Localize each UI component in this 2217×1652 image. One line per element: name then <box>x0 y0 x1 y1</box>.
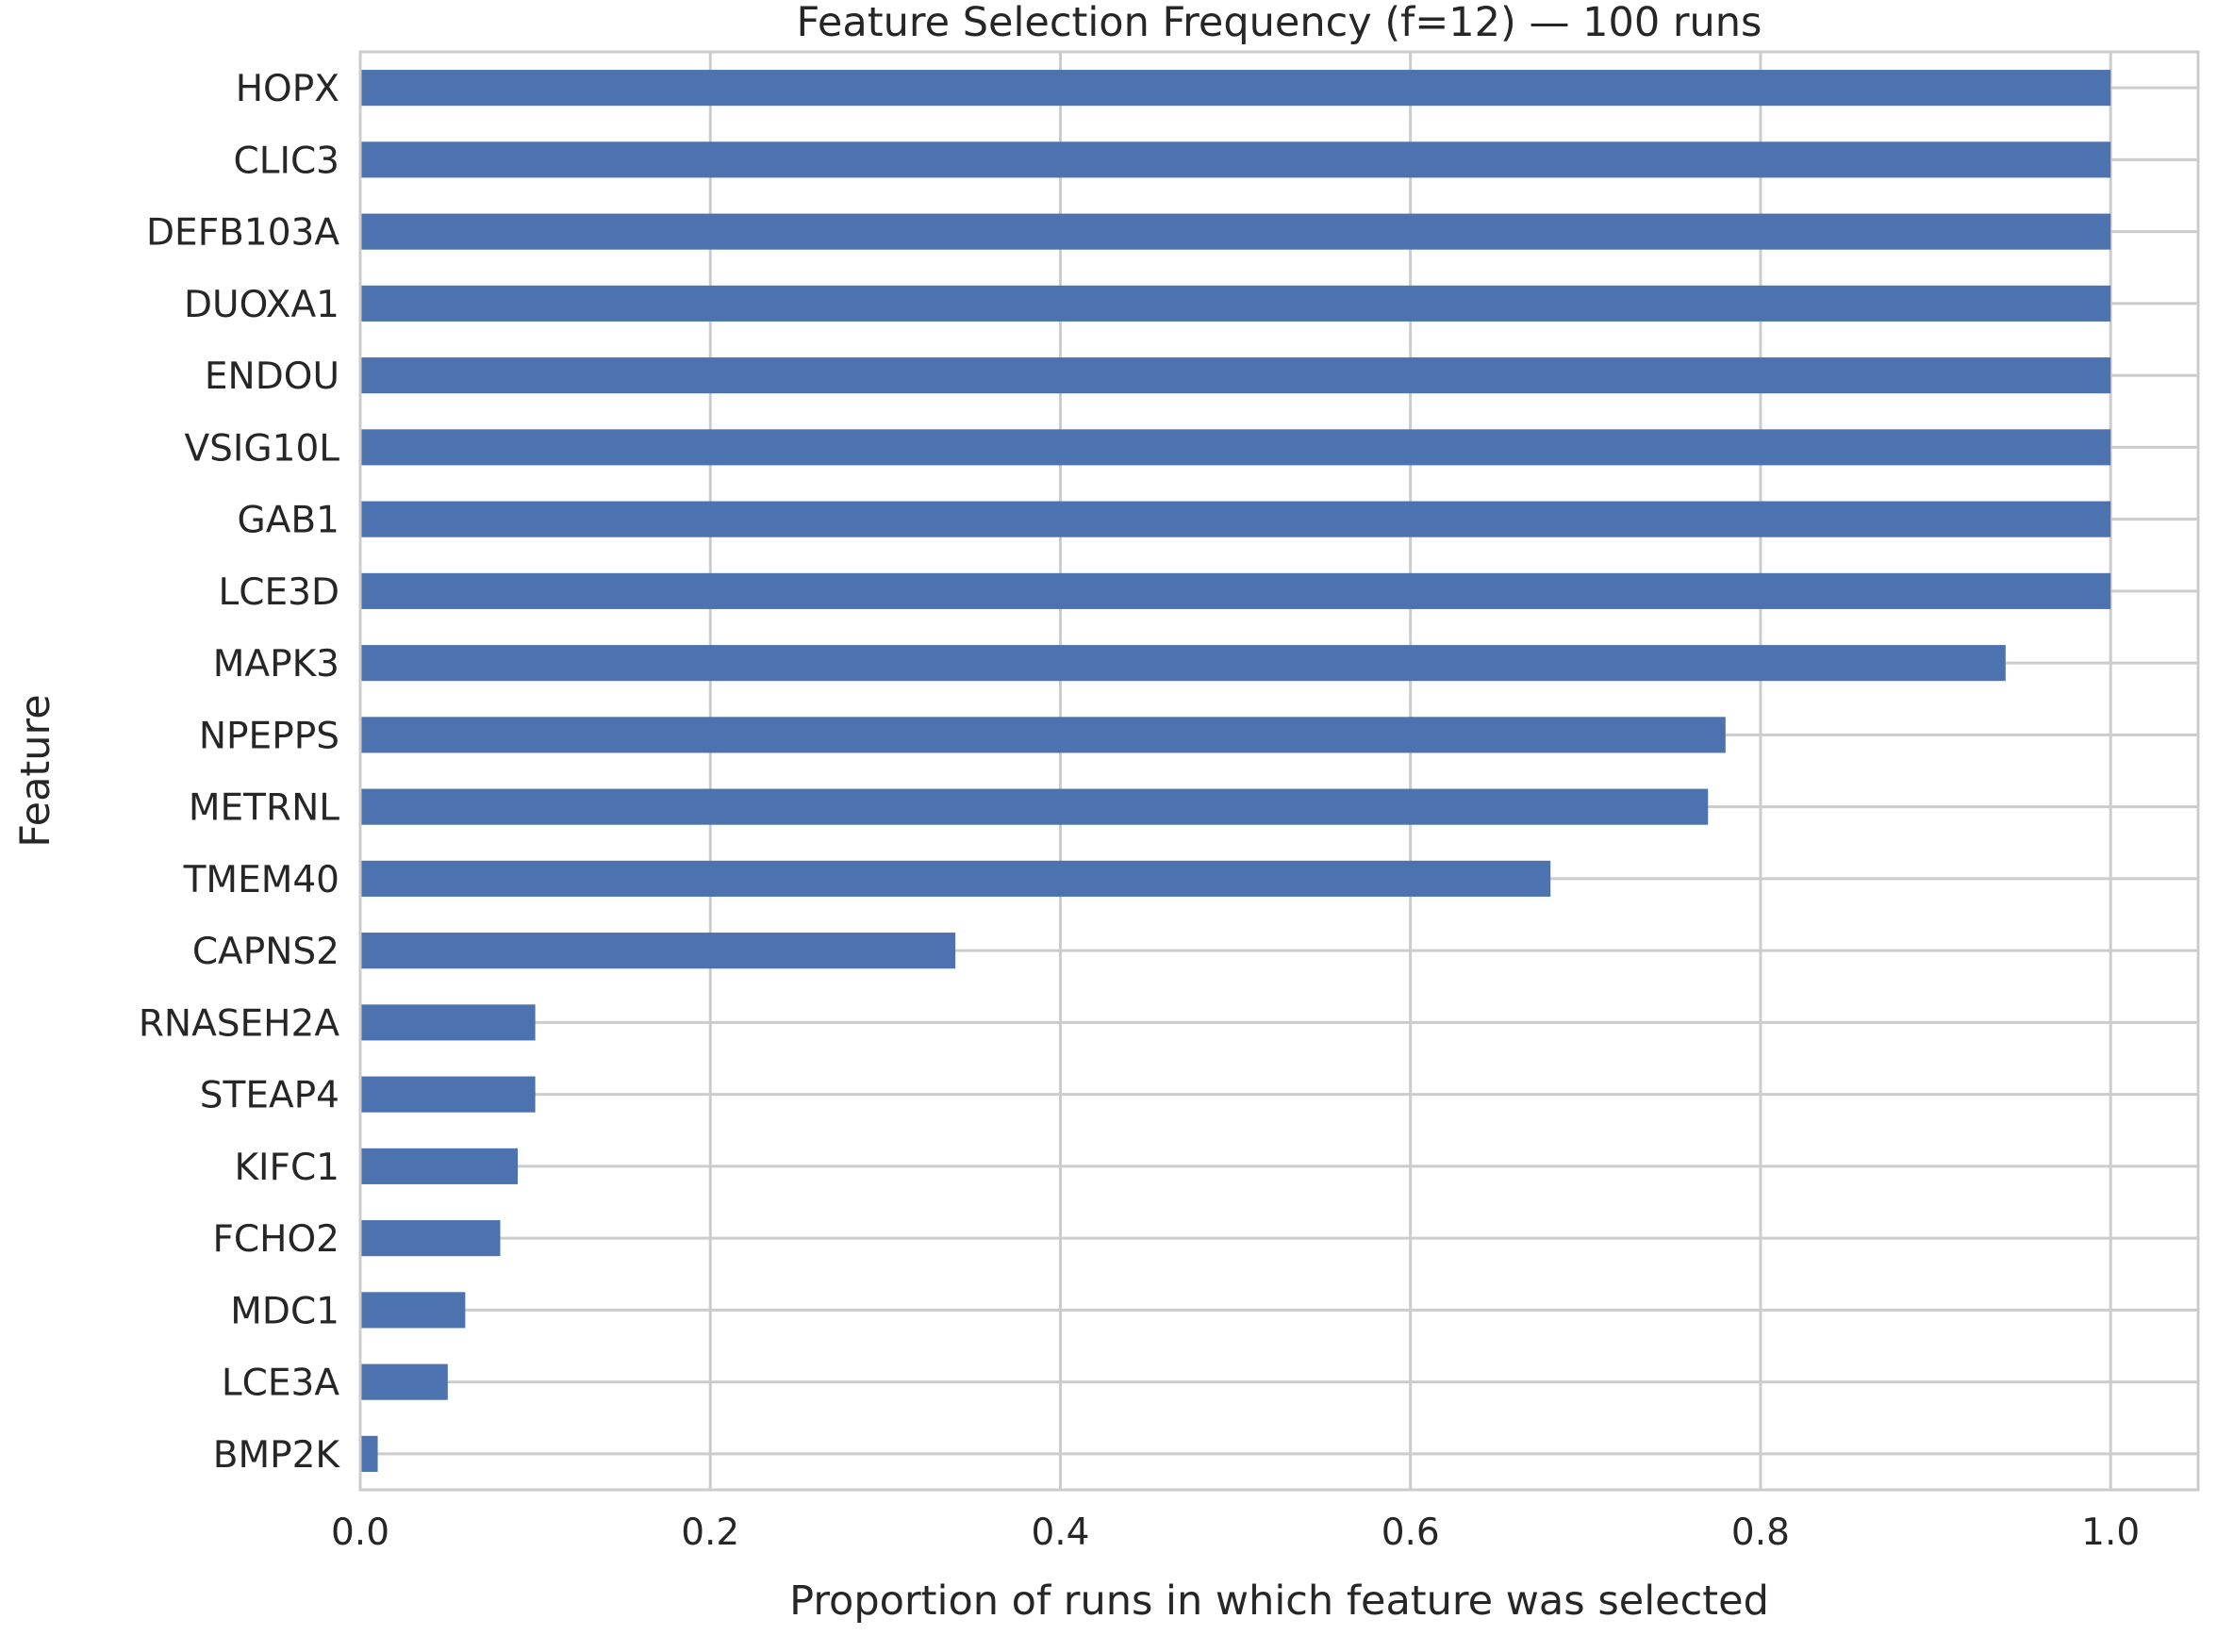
bar-defb103a <box>360 213 2111 250</box>
category-label: KIFC1 <box>234 1147 339 1189</box>
x-tick-label: 0.4 <box>1031 1512 1089 1554</box>
x-tick-label: 0.0 <box>331 1512 389 1554</box>
bar-mdc1 <box>360 1292 466 1329</box>
bar-rnaseh2a <box>360 1004 536 1041</box>
category-label: METRNL <box>189 787 339 830</box>
bar-lce3a <box>360 1363 448 1400</box>
bar-mapk3 <box>360 645 2006 682</box>
bar-fcho2 <box>360 1220 501 1257</box>
category-label: RNASEH2A <box>139 1002 339 1045</box>
category-label: MDC1 <box>230 1290 339 1332</box>
bar-tmem40 <box>360 860 1551 897</box>
category-label: HOPX <box>236 68 339 110</box>
category-label: ENDOU <box>205 355 339 398</box>
bar-duoxa1 <box>360 285 2111 322</box>
category-label: CAPNS2 <box>192 931 339 973</box>
x-tick-label: 0.6 <box>1381 1512 1440 1554</box>
category-label: GAB1 <box>238 500 339 542</box>
bar-kifc1 <box>360 1148 519 1184</box>
bar-bmp2k <box>360 1435 378 1472</box>
category-label: NPEPPS <box>199 715 339 757</box>
bar-lce3d <box>360 572 2111 609</box>
bars <box>360 70 2111 1472</box>
y-axis-label: Feature <box>12 694 59 848</box>
category-label: CLIC3 <box>233 140 339 182</box>
category-label: VSIG10L <box>184 427 339 470</box>
x-tick-label: 0.2 <box>681 1512 739 1554</box>
bar-npepps <box>360 717 1726 753</box>
category-label: LCE3A <box>222 1363 339 1405</box>
category-label: MAPK3 <box>213 643 339 686</box>
category-label: TMEM40 <box>183 859 339 901</box>
category-label: DEFB103A <box>146 212 339 255</box>
bar-capns2 <box>360 933 956 969</box>
x-tick-label: 1.0 <box>2081 1512 2140 1554</box>
bar-metrnl <box>360 788 1709 825</box>
category-label: BMP2K <box>213 1434 341 1477</box>
x-tick-labels: 0.0 0.2 0.4 0.6 0.8 1.0 <box>331 1512 2140 1554</box>
bar-vsig10l <box>360 429 2111 466</box>
bar-endou <box>360 357 2111 394</box>
category-label: LCE3D <box>219 571 339 614</box>
bar-steap4 <box>360 1076 536 1113</box>
bar-gab1 <box>360 501 2111 537</box>
plot-frame <box>358 50 2200 1492</box>
bar-hopx <box>360 70 2111 107</box>
category-label: STEAP4 <box>200 1075 339 1117</box>
bar-clic3 <box>360 141 2111 178</box>
y-category-labels: HOPX CLIC3 DEFB103A DUOXA1 ENDOU VSIG10L GAB1 L… <box>139 68 341 1477</box>
category-label: FCHO2 <box>212 1218 339 1261</box>
category-label: DUOXA1 <box>184 284 339 326</box>
x-tick-label: 0.8 <box>1731 1512 1790 1554</box>
chart-title: Feature Selection Frequency (f=12) — 100… <box>797 0 1762 46</box>
x-axis-label: Proportion of runs in which feature was … <box>789 1578 1769 1625</box>
grid-lines <box>358 52 2198 1490</box>
